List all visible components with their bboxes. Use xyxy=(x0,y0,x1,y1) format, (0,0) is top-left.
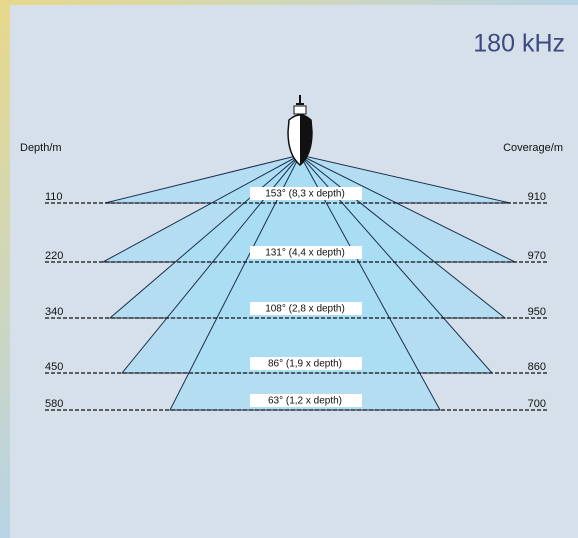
beam-label: 108° (2,8 x depth) xyxy=(265,304,345,315)
beam-label-bg xyxy=(250,302,362,315)
coverage-label: 970 xyxy=(528,250,546,262)
depth-label: 580 xyxy=(45,398,63,410)
boat xyxy=(287,95,313,166)
beam-label: 153° (8,3 x depth) xyxy=(265,189,345,200)
depth-label: 110 xyxy=(45,191,63,203)
beam-label: 86° (1,9 x depth) xyxy=(268,359,342,370)
rows: 110 910 153° (8,3 x depth) 220 970 131° (4,4 … xyxy=(45,187,548,411)
beam-label: 131° (4,4 x depth) xyxy=(265,248,345,259)
right-label: Coverage/m xyxy=(503,142,563,154)
beam-label-bg xyxy=(250,246,362,259)
depth-label: 340 xyxy=(45,306,63,318)
beam-label-bg xyxy=(250,187,362,200)
coverage-label: 950 xyxy=(528,306,546,318)
beam-label-bg xyxy=(250,357,362,370)
beam-label-bg xyxy=(250,394,362,407)
coverage-label: 910 xyxy=(528,191,546,203)
title: 180 kHz xyxy=(473,30,565,58)
coverage-label: 700 xyxy=(528,398,546,410)
left-label: Depth/m xyxy=(20,142,62,154)
depth-label: 450 xyxy=(45,361,63,373)
coverage-label: 860 xyxy=(528,361,546,373)
depth-label: 220 xyxy=(45,250,63,262)
beam-label: 63° (1,2 x depth) xyxy=(268,396,342,407)
